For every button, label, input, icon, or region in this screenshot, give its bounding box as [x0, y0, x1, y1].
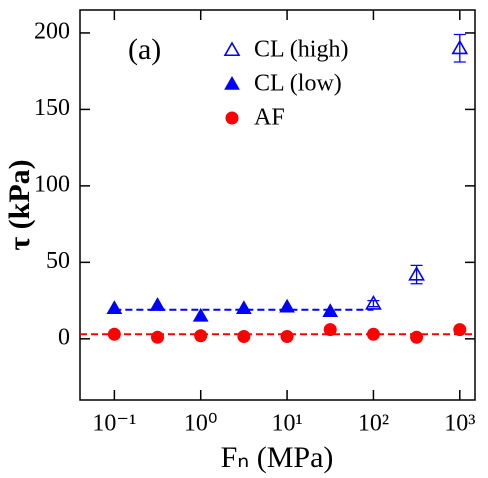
point — [149, 297, 166, 311]
y-tick-label: 100 — [34, 171, 70, 197]
x-tick-label: 10³ — [444, 411, 475, 437]
point — [279, 298, 295, 313]
point — [410, 330, 424, 344]
y-axis-label: τ (kPa) — [3, 159, 36, 250]
point — [322, 303, 339, 318]
error-bar — [453, 33, 466, 63]
point — [151, 330, 165, 344]
point — [453, 323, 467, 337]
legend-marker — [223, 41, 241, 57]
point — [107, 327, 121, 341]
point — [194, 329, 208, 343]
plot-frame — [79, 9, 476, 401]
point — [237, 330, 251, 344]
point — [451, 39, 469, 55]
y-tick-label: 50 — [46, 248, 70, 274]
x-tick-label: 10⁻¹ — [92, 411, 136, 437]
point — [365, 295, 382, 310]
x-axis-label: Fₙ (MPa) — [221, 441, 334, 474]
point — [366, 327, 380, 341]
legend-label: AF — [254, 105, 285, 131]
y-tick-label: 150 — [34, 95, 70, 121]
point — [408, 265, 425, 281]
legend-label: CL (high) — [254, 37, 348, 63]
point — [106, 300, 123, 314]
x-tick-label: 10⁰ — [184, 411, 218, 437]
point — [236, 300, 252, 314]
point — [192, 307, 209, 322]
legend-marker — [224, 75, 240, 90]
legend-marker — [225, 111, 239, 125]
y-tick-label: 0 — [58, 324, 70, 350]
point — [280, 330, 294, 344]
x-tick-label: 10¹ — [271, 411, 302, 437]
error-bar — [367, 299, 380, 308]
x-tick-label: 10² — [358, 411, 389, 437]
legend-label: CL (low) — [254, 71, 342, 97]
point — [323, 323, 337, 337]
annotation: (a) — [128, 33, 161, 66]
y-tick-label: 200 — [34, 18, 70, 44]
